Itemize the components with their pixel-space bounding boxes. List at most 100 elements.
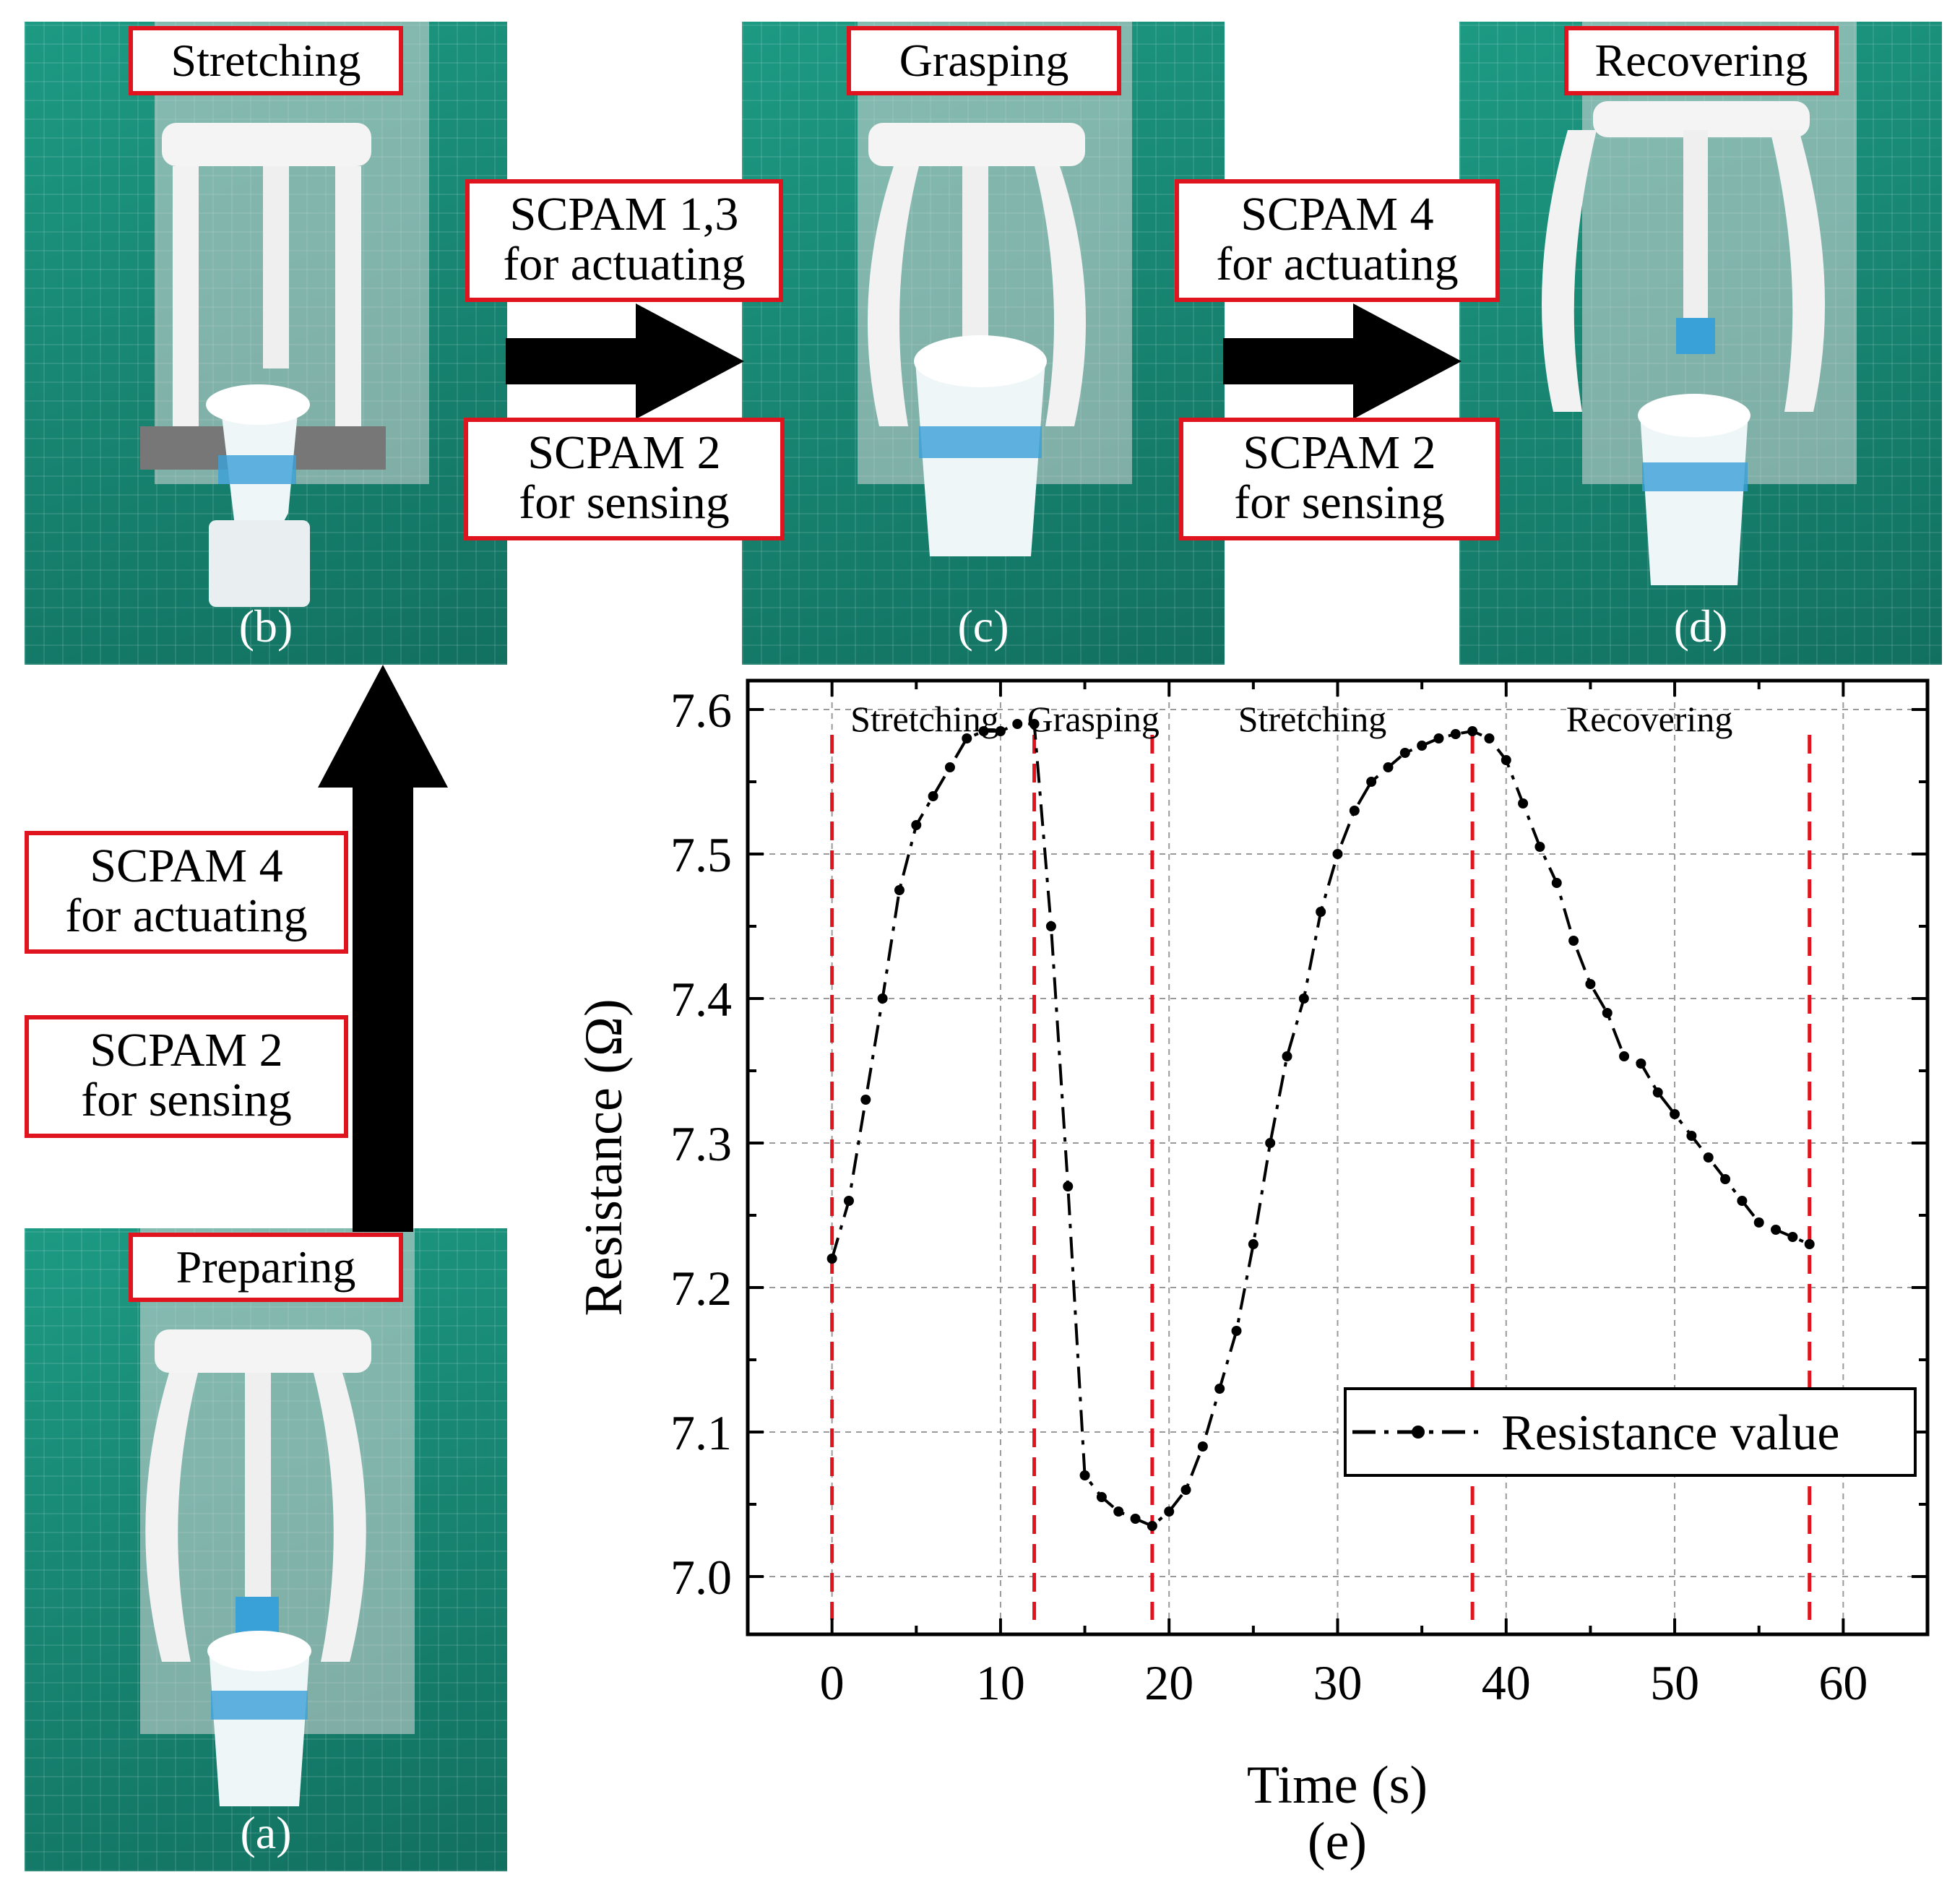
data-point <box>1214 1384 1225 1394</box>
axis-ticks: 0 10 20 30 40 50 60 7.0 7.1 7.2 7.3 7.4 7.5 7.6 <box>670 681 1929 1710</box>
data-point <box>1045 921 1056 931</box>
data-point <box>1349 806 1360 816</box>
data-point <box>1096 1492 1107 1502</box>
data-point <box>1164 1506 1175 1517</box>
phase-labels: Stretching Grasping Stretching Recovering <box>850 699 1732 739</box>
data-point <box>843 1196 854 1206</box>
data-point <box>1282 1051 1292 1061</box>
data-point <box>1265 1138 1276 1148</box>
label-actuating-bc: SCPAM 1,3 for actuating <box>465 179 783 302</box>
data-point <box>1670 1109 1680 1119</box>
data-point <box>995 726 1006 736</box>
data-point <box>1231 1326 1242 1336</box>
label-sensing-ab-line1: SCPAM 2 <box>90 1024 283 1077</box>
data-point <box>1753 1217 1764 1228</box>
x-tick-label: 0 <box>820 1655 845 1710</box>
data-point <box>1180 1485 1191 1495</box>
plot-frame <box>746 678 1930 1637</box>
x-tick-label: 60 <box>1818 1655 1868 1710</box>
data-point <box>877 993 888 1004</box>
data-point <box>978 726 989 736</box>
data-point <box>1619 1051 1630 1061</box>
data-point <box>1366 777 1377 787</box>
data-point <box>1602 1008 1613 1018</box>
label-actuating-ab-line2: for actuating <box>65 889 308 943</box>
photo-panel-a: (a) <box>25 1228 507 1871</box>
data-point <box>1518 798 1529 808</box>
data-point <box>1079 1470 1090 1480</box>
data-point <box>1534 842 1545 852</box>
label-sensing-bc: SCPAM 2 for sensing <box>464 418 785 540</box>
data-point <box>1652 1087 1663 1098</box>
title-tag-grasping: Grasping <box>847 26 1121 95</box>
series-resistance <box>826 719 1815 1531</box>
title-tag-preparing: Preparing <box>129 1233 403 1302</box>
label-actuating-cd: SCPAM 4 for actuating <box>1175 179 1500 302</box>
label-sensing-cd-line1: SCPAM 2 <box>1243 426 1436 479</box>
title-tag-stretching: Stretching <box>129 26 403 95</box>
photo-panel-b: (b) <box>25 22 507 665</box>
gripper-illustration-d <box>1542 22 1857 585</box>
data-point <box>1568 936 1579 946</box>
arrow-right-icon-cd <box>1223 303 1462 419</box>
x-tick-label: 10 <box>976 1655 1025 1710</box>
phase-label: Grasping <box>1027 699 1160 739</box>
phase-label: Stretching <box>1238 699 1387 739</box>
data-point <box>1450 729 1461 739</box>
gripper-illustration-c <box>858 22 1132 556</box>
data-point <box>1012 719 1023 729</box>
data-point <box>1399 748 1410 758</box>
title-tag-recovering: Recovering <box>1564 26 1839 95</box>
x-tick-label: 20 <box>1144 1655 1193 1710</box>
legend-marker <box>1412 1426 1425 1439</box>
data-point <box>1720 1174 1731 1184</box>
data-point <box>1063 1181 1074 1191</box>
label-actuating-cd-line2: for actuating <box>1216 238 1459 291</box>
y-tick-label: 7.1 <box>670 1405 732 1460</box>
data-point <box>1298 993 1309 1004</box>
y-tick-label: 7.2 <box>670 1261 732 1316</box>
label-sensing-bc-line1: SCPAM 2 <box>527 426 721 479</box>
data-point <box>826 1254 837 1264</box>
label-actuating-bc-line1: SCPAM 1,3 <box>509 188 739 241</box>
data-point <box>1771 1225 1782 1235</box>
data-point <box>1383 762 1394 772</box>
data-point <box>911 820 922 830</box>
photo-panel-c: (c) <box>742 22 1225 665</box>
x-tick-label: 50 <box>1650 1655 1699 1710</box>
y-tick-label: 7.0 <box>670 1550 732 1605</box>
data-point <box>1417 741 1428 751</box>
data-point <box>1737 1196 1748 1206</box>
photo-panel-d: (d) <box>1459 22 1942 665</box>
data-point <box>1316 907 1326 917</box>
legend-box <box>1344 1387 1917 1477</box>
data-point <box>1433 733 1444 743</box>
data-point <box>1248 1239 1259 1249</box>
data-point <box>1501 755 1511 765</box>
panel-letter-d: (d) <box>1673 600 1728 652</box>
phase-label: Stretching <box>850 699 999 739</box>
data-point <box>1585 979 1596 989</box>
data-point <box>1130 1514 1141 1524</box>
data-point <box>1332 849 1343 859</box>
label-sensing-bc-line2: for sensing <box>519 476 730 530</box>
arrow-up-icon-ab <box>318 665 448 1232</box>
data-point <box>1686 1131 1697 1141</box>
x-axis-label: Time (s) <box>1247 1756 1428 1815</box>
label-actuating-ab: SCPAM 4 for actuating <box>25 831 348 954</box>
phase-boundaries <box>830 735 1812 1620</box>
y-tick-label: 7.4 <box>670 972 732 1027</box>
label-sensing-cd: SCPAM 2 for sensing <box>1179 418 1500 540</box>
phase-label: Recovering <box>1566 699 1732 739</box>
arrow-right-icon-bc <box>506 303 744 419</box>
data-point <box>1197 1441 1208 1452</box>
data-point <box>928 791 938 801</box>
data-point <box>860 1095 871 1105</box>
data-point <box>894 885 905 895</box>
gripper-illustration-b <box>140 22 429 607</box>
y-tick-label: 7.3 <box>670 1116 732 1171</box>
legend-label: Resistance value <box>1501 1405 1839 1461</box>
label-sensing-ab-line2: for sensing <box>81 1074 292 1127</box>
data-point <box>1787 1232 1798 1242</box>
label-sensing-cd-line2: for sensing <box>1234 476 1445 530</box>
